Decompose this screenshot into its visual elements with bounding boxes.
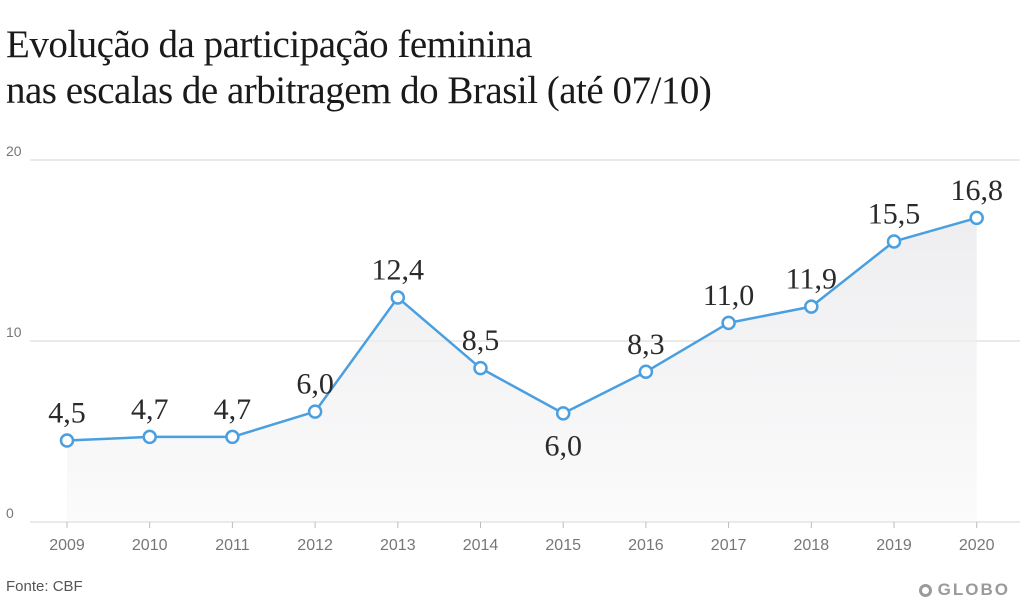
data-point-2013 xyxy=(390,290,406,305)
chart-title: Evolução da participação feminina nas es… xyxy=(6,22,712,114)
x-tick-label-2010: 2010 xyxy=(132,537,168,554)
data-label-2011: 4,7 xyxy=(214,393,252,426)
brand-logo: GLOBO xyxy=(918,580,1010,600)
data-label-2016: 8,3 xyxy=(627,328,665,361)
data-label-2014: 8,5 xyxy=(462,324,500,357)
globo-logo-icon xyxy=(918,583,932,597)
data-point-2017 xyxy=(721,315,736,331)
chart-title-line-2: nas escalas de arbitragem do Brasil (até… xyxy=(6,69,712,112)
data-point-2019 xyxy=(886,234,902,249)
data-point-2011 xyxy=(225,429,240,445)
data-label-2015: 6,0 xyxy=(544,429,582,462)
chart-title-line-1: Evolução da participação feminina xyxy=(6,23,533,66)
x-tick-label-2011: 2011 xyxy=(215,537,250,554)
x-tick-label-2015: 2015 xyxy=(545,537,581,554)
x-tick-label-2017: 2017 xyxy=(711,537,747,554)
x-tick-label-2009: 2009 xyxy=(49,537,85,554)
data-point-2009 xyxy=(59,433,75,448)
y-tick-label-20: 20 xyxy=(6,143,22,159)
x-tick-label-2020: 2020 xyxy=(959,537,995,554)
data-label-2018: 11,9 xyxy=(786,263,837,296)
source-note: Fonte: CBF xyxy=(6,578,83,595)
data-point-2018 xyxy=(804,299,819,314)
x-tick-label-2013: 2013 xyxy=(380,537,416,554)
data-point-2020 xyxy=(969,210,984,226)
data-point-2015 xyxy=(555,406,571,421)
data-label-2012: 6,0 xyxy=(296,368,334,401)
data-label-2017: 11,0 xyxy=(703,279,754,312)
brand-name: GLOBO xyxy=(937,580,1010,599)
data-point-2016 xyxy=(638,364,654,380)
x-tick-label-2012: 2012 xyxy=(297,537,333,554)
area-fill xyxy=(67,217,977,523)
data-label-2010: 4,7 xyxy=(131,393,169,426)
data-label-2013: 12,4 xyxy=(372,254,425,287)
data-label-2019: 15,5 xyxy=(868,197,921,230)
series-line xyxy=(66,216,978,442)
x-tick-label-2014: 2014 xyxy=(463,537,499,554)
data-label-2020: 16,8 xyxy=(950,174,1003,207)
data-label-2009: 4,5 xyxy=(48,397,86,430)
y-tick-label-10: 10 xyxy=(6,324,22,340)
x-tick-label-2019: 2019 xyxy=(876,537,912,554)
data-point-2014 xyxy=(473,360,488,376)
x-tick-label-2018: 2018 xyxy=(794,537,830,554)
data-point-2012 xyxy=(307,404,323,419)
data-point-2010 xyxy=(142,429,157,445)
y-tick-label-0: 0 xyxy=(6,505,14,521)
x-tick-label-2016: 2016 xyxy=(628,537,664,554)
